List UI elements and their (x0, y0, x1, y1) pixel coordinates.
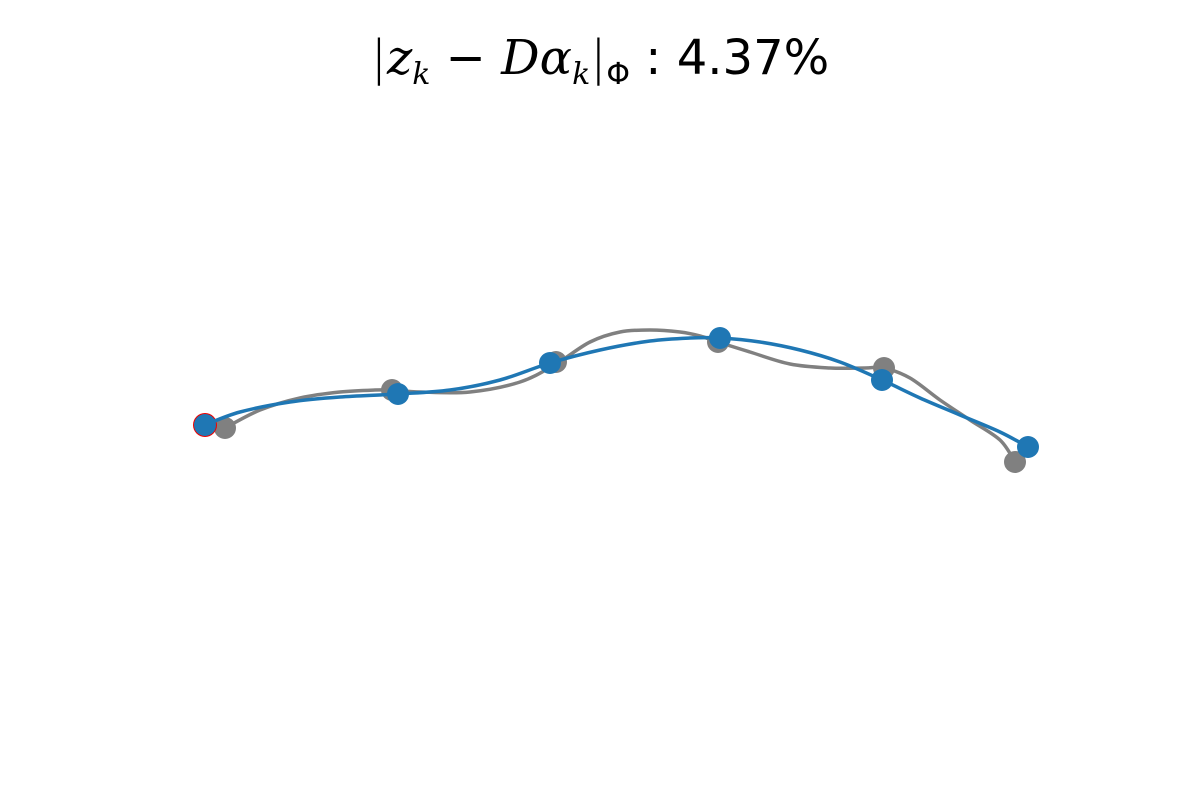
title-value: 4.37% (676, 30, 830, 86)
title-k-subscript: k (412, 57, 431, 92)
series-1-point (1017, 436, 1039, 458)
series-0-point (1004, 451, 1026, 473)
chart-title: |zk − Dαk|Φ : 4.37% (0, 30, 1200, 90)
series-1-point (387, 383, 409, 405)
title-open-bar: | (370, 30, 387, 86)
title-phi-subscript: Φ (606, 57, 631, 92)
series-1-point (709, 327, 731, 349)
title-colon: : (630, 30, 677, 86)
title-close-bar: | (590, 30, 607, 86)
title-minus: − (430, 30, 502, 86)
series-1-point (194, 414, 216, 436)
title-z: z (386, 30, 413, 86)
series-1-line (203, 335, 1030, 449)
series-0 (214, 328, 1026, 473)
title-d: D (501, 30, 540, 86)
series-1-point (871, 369, 893, 391)
series-0-point (214, 417, 236, 439)
series-1-point (539, 352, 561, 374)
title-k-subscript-2: k (572, 57, 591, 92)
series-0-line (223, 328, 1017, 464)
title-alpha: α (539, 30, 573, 86)
series-1 (194, 327, 1039, 458)
